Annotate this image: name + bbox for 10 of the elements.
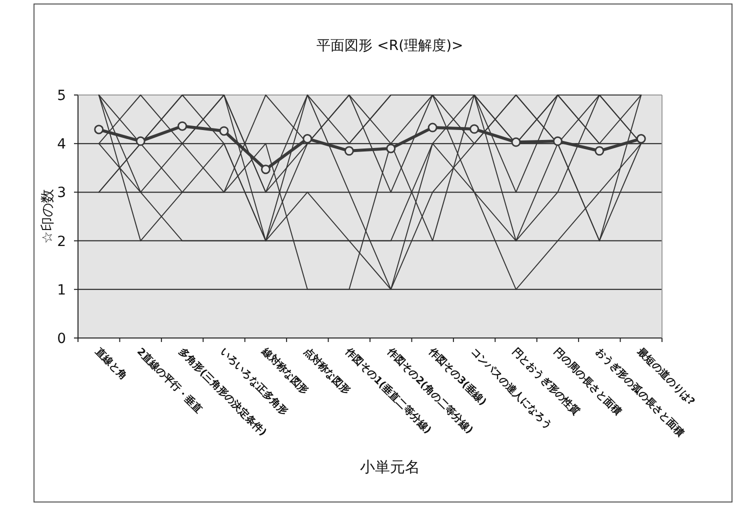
chart-title: 平面図形 <R(理解度)> bbox=[316, 38, 464, 54]
y-tick-label: 2 bbox=[57, 234, 66, 250]
y-tick-label: 5 bbox=[57, 88, 66, 104]
x-tick-label: 直線と角 bbox=[92, 344, 130, 382]
y-tick-label: 1 bbox=[57, 282, 66, 298]
y-tick-label: 4 bbox=[57, 136, 66, 153]
y-axis-title: ☆印の数 bbox=[40, 189, 56, 244]
y-tick-label: 0 bbox=[57, 331, 66, 347]
x-axis-title: 小単元名 bbox=[360, 458, 420, 476]
y-tick-label: 3 bbox=[57, 185, 66, 202]
